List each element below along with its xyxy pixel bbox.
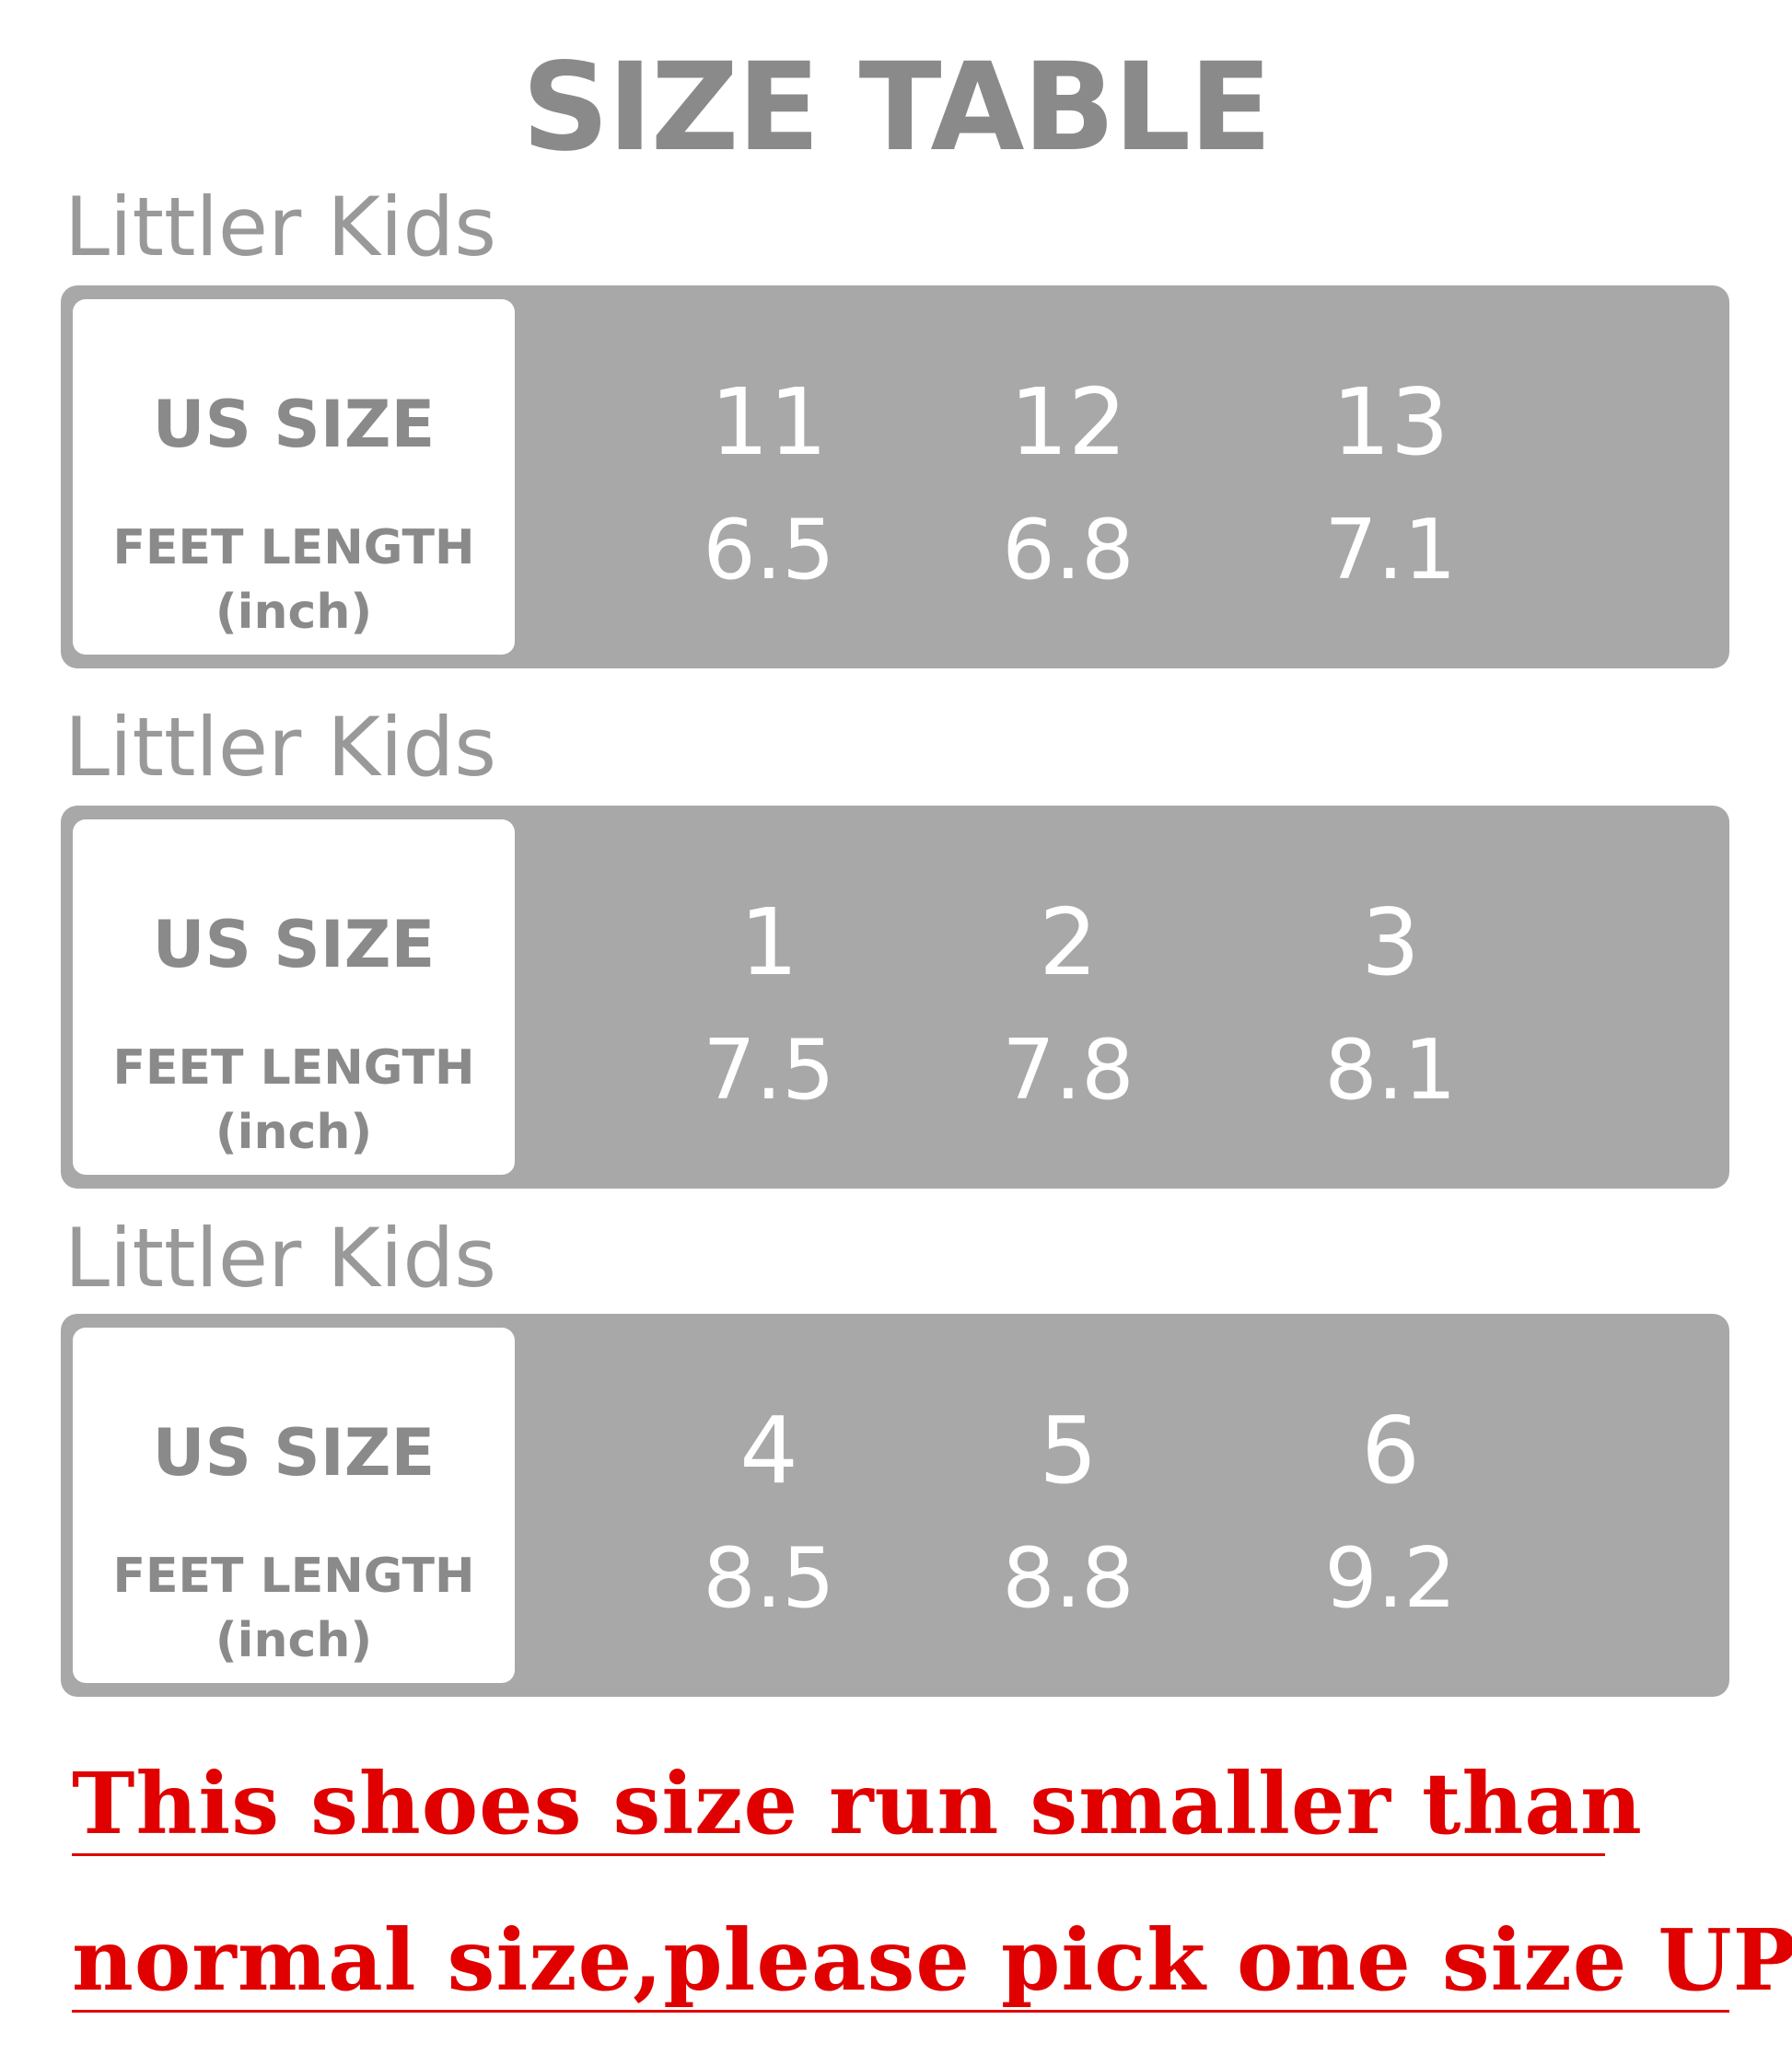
feet-length-value: 7.8 <box>1002 1022 1135 1119</box>
feet-length-value: 8.1 <box>1324 1022 1457 1119</box>
size-table-panel: US SIZE FEET LENGTH (inch) 4 8.5 5 8.8 6 9.… <box>61 1314 1729 1697</box>
us-size-label: US SIZE <box>152 387 436 462</box>
section-label: Littler Kids <box>64 1211 497 1306</box>
row-header-card: US SIZE FEET LENGTH (inch) <box>73 1328 515 1683</box>
feet-length-value: 7.1 <box>1324 502 1457 598</box>
section-label: Littler Kids <box>64 180 497 274</box>
us-size-value: 5 <box>1039 1397 1098 1504</box>
us-size-value: 6 <box>1361 1397 1420 1504</box>
feet-length-value: 7.5 <box>703 1022 835 1119</box>
page-title: SIZE TABLE <box>521 37 1273 179</box>
us-size-value: 13 <box>1332 368 1449 476</box>
feet-length-value: 9.2 <box>1324 1530 1457 1627</box>
feet-length-value: 8.5 <box>703 1530 835 1627</box>
feet-length-text: FEET LENGTH <box>112 520 475 575</box>
unit-label: (inch) <box>215 585 373 640</box>
unit-label: (inch) <box>215 1613 373 1668</box>
unit-label: (inch) <box>215 1105 373 1160</box>
us-size-label: US SIZE <box>152 1415 436 1491</box>
us-size-value: 11 <box>710 368 828 476</box>
row-header-card: US SIZE FEET LENGTH (inch) <box>73 819 515 1175</box>
size-note-line-2: normal size,please pick one size UP! <box>72 1910 1792 2013</box>
size-table-panel: US SIZE FEET LENGTH (inch) 1 7.5 2 7.8 3 8.… <box>61 806 1729 1189</box>
size-table-panel: US SIZE FEET LENGTH (inch) 11 6.5 12 6.8 13… <box>61 285 1729 668</box>
size-note-line-1: This shoes size run smaller than <box>72 1754 1642 1856</box>
row-header-card: US SIZE FEET LENGTH (inch) <box>73 299 515 655</box>
us-size-value: 4 <box>739 1397 798 1504</box>
feet-length-value: 6.8 <box>1002 502 1135 598</box>
us-size-value: 3 <box>1361 888 1420 996</box>
us-size-value: 12 <box>1009 368 1127 476</box>
feet-length-text: FEET LENGTH <box>112 1040 475 1096</box>
us-size-value: 1 <box>739 888 798 996</box>
feet-length-label: FEET LENGTH (inch) <box>73 516 515 644</box>
us-size-label: US SIZE <box>152 907 436 982</box>
feet-length-value: 6.5 <box>703 502 835 598</box>
feet-length-label: FEET LENGTH (inch) <box>73 1036 515 1165</box>
feet-length-text: FEET LENGTH <box>112 1549 475 1604</box>
feet-length-label: FEET LENGTH (inch) <box>73 1544 515 1673</box>
feet-length-value: 8.8 <box>1002 1530 1135 1627</box>
section-label: Littler Kids <box>64 700 497 795</box>
us-size-value: 2 <box>1039 888 1098 996</box>
